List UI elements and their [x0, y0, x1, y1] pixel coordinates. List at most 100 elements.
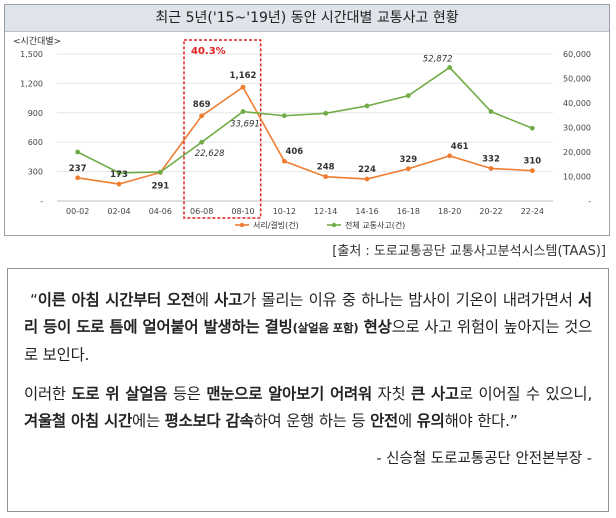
x-tick-label: 10-12	[273, 207, 296, 216]
chart-title: 최근 5년('15~'19년) 동안 시간대별 교통사고 현황	[5, 5, 609, 32]
quote-text-run: 안전	[370, 412, 399, 430]
data-point	[323, 174, 329, 180]
data-label: 310	[523, 157, 541, 167]
quote-paragraph-2: 이러한 도로 위 살얼음 등은 맨눈으로 알아보기 어려워 자칫 큰 사고로 이…	[24, 381, 592, 435]
quote-text-run: 이른 아침 시간부터 오전	[37, 291, 195, 309]
quote-text-run: 으로 사고 위험이 높아지는 것으로 보인다.	[24, 318, 593, 364]
data-label: 224	[358, 165, 376, 175]
data-point	[488, 109, 494, 114]
y-right-tick-label: -	[588, 197, 591, 206]
legend-label: 전체 교통사고(건)	[345, 220, 405, 230]
quote-text-run: 서리 등이 도로 틈에 얼어붙어 발생하는 결빙	[24, 291, 592, 336]
x-tick-label: 14-16	[355, 207, 378, 216]
data-point	[488, 166, 494, 171]
quote-text-run: 현상	[358, 318, 392, 336]
y-left-tick-label: 300	[28, 168, 43, 177]
quote-text-run: 에	[194, 291, 215, 309]
data-point	[240, 84, 246, 90]
quote-text-run: 평소보다 감속	[164, 412, 254, 430]
data-point	[281, 113, 287, 119]
data-label: 248	[317, 163, 335, 173]
quote-text-run: 맨눈으로 알아보기 어려워	[206, 385, 372, 403]
quote-text-run: 이러한	[24, 385, 72, 403]
x-tick-label: 20-22	[479, 207, 502, 216]
data-point	[405, 93, 411, 99]
series-line	[77, 85, 533, 185]
data-point	[447, 65, 453, 70]
data-label: 33,691	[230, 120, 260, 130]
y-right-tick-label: 50,000	[563, 75, 591, 84]
legend-swatch-dot	[239, 222, 245, 228]
data-point	[323, 110, 329, 116]
quote-text-run: 해야 한다.”	[444, 412, 518, 430]
data-point	[447, 153, 453, 159]
quote-text-run: 자칫	[371, 385, 412, 403]
data-point	[157, 169, 163, 175]
source-note: [출처 : 도로교통공단 교통사고분석시스템(TAAS)]	[332, 244, 606, 259]
quote-signature: - 신승철 도로교통공단 안전본부장 -	[376, 451, 592, 467]
quote-paragraph-1: “이른 아침 시간부터 오전에 사고가 몰리는 이유 중 하나는 밤사이 기온이…	[24, 287, 592, 369]
data-label: 173	[110, 170, 128, 180]
quote-text-run: 큰 사고	[411, 385, 459, 403]
chart-svg: <시간대별> - 300 600 900 1,200 1,500 - 10,000 20,000 3…	[13, 36, 591, 230]
y-right-tick-label: 10,000	[563, 173, 591, 182]
quote-text-run: “	[30, 291, 38, 309]
data-point	[199, 113, 205, 119]
y-right-tick-label: 20,000	[563, 148, 591, 157]
data-point	[364, 103, 370, 109]
x-tick-label: 04-06	[149, 207, 172, 216]
data-point	[529, 125, 535, 131]
data-label: 869	[193, 100, 211, 110]
quote-text-run: 가 몰리는 이유 중 하나는 밤사이 기온이 내려가면서	[242, 291, 579, 309]
data-label: 332	[482, 154, 500, 164]
data-point	[116, 181, 122, 187]
quote-text-run: 에는	[132, 412, 165, 430]
quote-text-run: 등은	[167, 385, 207, 403]
data-label: 461	[451, 142, 469, 152]
quote-text-run: 하여 운행 하는 등	[253, 412, 371, 430]
series-line	[77, 66, 533, 174]
y-left-tick-label: 600	[28, 138, 43, 147]
x-tick-label: 12-14	[314, 207, 337, 216]
y-left-tick-label: 900	[28, 109, 43, 118]
data-point	[281, 158, 287, 164]
quote-text-run: 사고	[214, 291, 243, 309]
quote-text-run: (살얼음 포함)	[292, 321, 359, 335]
x-tick-label: 08-10	[231, 207, 254, 216]
data-point	[116, 170, 122, 176]
data-point	[199, 139, 205, 145]
quote-text-run: 로 이어질 수 있으니,	[458, 385, 593, 403]
y-right-tick-label: 30,000	[563, 124, 591, 133]
chart-panel: 최근 5년('15~'19년) 동안 시간대별 교통사고 현황 <시간대별> - 3…	[4, 4, 610, 236]
highlight-box	[183, 39, 262, 219]
data-label: 291	[151, 181, 169, 191]
y-left-tick-label: 1,500	[20, 50, 43, 59]
x-tick-label: 22-24	[521, 207, 544, 216]
y-right-tick-label: 40,000	[563, 99, 591, 108]
data-label: 52,872	[423, 54, 453, 64]
y-left-tick-label: -	[40, 197, 43, 206]
x-tick-label: 18-20	[438, 207, 461, 216]
data-label: 22,628	[195, 149, 225, 159]
x-tick-label: 00-02	[66, 207, 89, 216]
highlight-label: 40.3%	[191, 46, 226, 57]
x-tick-label: 02-04	[107, 207, 130, 216]
legend-swatch-dot	[331, 222, 337, 228]
y-right-tick-label: 60,000	[563, 50, 591, 59]
x-tick-label: 16-18	[397, 207, 420, 216]
y-left-tick-label: 1,200	[20, 79, 43, 88]
quote-text-run: 유의	[416, 412, 445, 430]
quote-text-run: 에	[398, 412, 417, 430]
data-label: 237	[69, 164, 87, 174]
y-axis-title: <시간대별>	[13, 36, 61, 47]
quote-box: “이른 아침 시간부터 오전에 사고가 몰리는 이유 중 하나는 밤사이 기온이…	[7, 268, 609, 512]
quote-text-run: 도로 위 살얼음	[71, 385, 168, 403]
data-point	[364, 176, 370, 182]
data-point	[405, 166, 411, 172]
data-label: 406	[285, 147, 303, 157]
data-point	[529, 168, 535, 174]
data-label: 1,162	[230, 71, 257, 81]
x-tick-label: 06-08	[190, 207, 213, 216]
data-point	[240, 109, 246, 114]
data-point	[75, 149, 81, 155]
